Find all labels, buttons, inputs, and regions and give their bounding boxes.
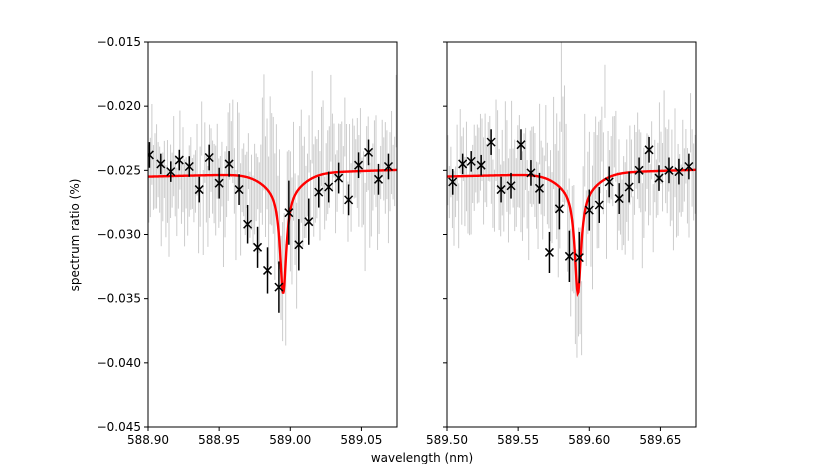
binned-point: [684, 153, 694, 180]
binned-point: [664, 157, 674, 184]
y-tick-label: −0.015: [97, 35, 141, 49]
y-tick-label: −0.030: [97, 228, 141, 242]
binned-point: [496, 176, 506, 203]
binned-point: [554, 188, 564, 230]
binned-point: [373, 163, 384, 195]
binned-point: [466, 151, 476, 172]
model-curve-2: [447, 168, 696, 298]
binned-point: [644, 136, 654, 163]
binned-point: [204, 144, 214, 171]
y-tick-label: −0.040: [97, 356, 141, 370]
binned-point: [624, 171, 634, 203]
binned-data-1: [148, 139, 393, 313]
binned-point: [476, 154, 486, 176]
binned-point: [214, 167, 224, 199]
plot-area-1: [148, 70, 397, 346]
binned-point: [654, 165, 664, 191]
binned-point: [174, 149, 184, 171]
x-tick-label: 589.50: [426, 433, 468, 447]
x-tick-label: 589.65: [639, 433, 681, 447]
binned-point: [604, 166, 614, 198]
x-tick-label: 589.60: [568, 433, 610, 447]
binned-point: [334, 162, 344, 194]
binned-point: [274, 261, 284, 313]
binned-point: [614, 183, 624, 214]
binned-point: [262, 247, 273, 294]
binned-point: [574, 231, 584, 284]
binned-point: [234, 174, 244, 205]
binned-point: [166, 161, 176, 182]
binned-point: [564, 230, 574, 282]
binned-data-2: [448, 129, 694, 284]
x-tick-label: 589.55: [497, 433, 539, 447]
binned-point: [344, 184, 354, 216]
plot-area-2: [447, 42, 696, 358]
axes-frame-2: [446, 41, 697, 428]
y-tick-label: −0.045: [97, 420, 141, 434]
binned-point: [253, 226, 263, 268]
binned-point: [458, 153, 468, 175]
binned-point: [516, 129, 526, 161]
binned-point: [324, 171, 334, 203]
binned-point: [584, 189, 594, 231]
binned-point: [184, 156, 194, 177]
binned-point: [194, 176, 204, 203]
binned-point: [544, 231, 554, 273]
binned-point: [354, 152, 364, 179]
raw-data-2: [447, 42, 696, 358]
binned-point: [634, 157, 644, 184]
binned-point: [148, 142, 154, 168]
binned-point: [243, 204, 253, 244]
y-tick-label: −0.020: [97, 99, 141, 113]
model-curve-1: [148, 168, 397, 294]
binned-point: [304, 198, 314, 245]
binned-point: [156, 153, 166, 175]
binned-point: [526, 160, 536, 186]
x-tick-label: 588.90: [127, 433, 169, 447]
binned-point: [284, 180, 294, 245]
binned-point: [294, 219, 304, 271]
raw-data-1: [148, 70, 397, 346]
x-axis-label: wavelength (nm): [371, 451, 473, 464]
binned-point: [364, 139, 374, 166]
y-tick-label: −0.035: [97, 292, 141, 306]
binned-point: [534, 172, 545, 204]
y-axis-label: spectrum ratio (%): [68, 179, 82, 292]
binned-point: [383, 153, 393, 180]
binned-point: [224, 151, 234, 177]
binned-point: [314, 176, 324, 208]
y-tick-label: −0.025: [97, 163, 141, 177]
binned-point: [674, 158, 684, 185]
x-tick-label: 589.00: [269, 433, 311, 447]
binned-point: [594, 187, 604, 223]
binned-point: [486, 129, 496, 155]
x-tick-label: 588.95: [198, 433, 240, 447]
x-tick-label: 589.05: [340, 433, 382, 447]
binned-point: [506, 172, 516, 199]
binned-point: [448, 169, 458, 195]
axes-frame-1: [147, 41, 398, 428]
